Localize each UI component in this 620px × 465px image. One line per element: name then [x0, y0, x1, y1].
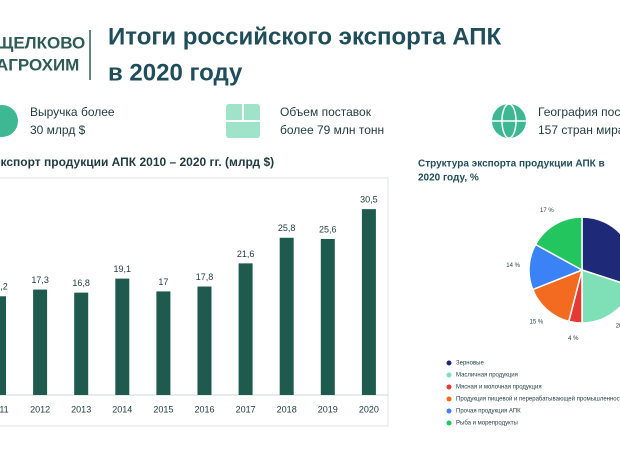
logo-line: ЩЕЛКОВО — [0, 33, 85, 52]
x-tick-label: 2013 — [71, 404, 91, 414]
x-tick-label: 2019 — [318, 404, 338, 414]
legend-label: Прочая продукция АПК — [456, 409, 521, 415]
x-tick-label: 2015 — [153, 404, 173, 414]
legend-label: Мясная и молочная продукция — [456, 385, 542, 391]
pie-title: Структура экспорта продукции АПК в — [418, 159, 605, 170]
title-line: в 2020 году — [108, 59, 243, 86]
bar-value-label: 17 — [158, 277, 168, 287]
bar — [238, 263, 253, 395]
bar-chart-title: Экспорт продукции АПК 2010 – 2020 гг. (м… — [0, 155, 274, 169]
pie-value-label: 17 % — [540, 208, 554, 214]
bar-value-label: 16,8 — [72, 278, 90, 288]
x-tick-label: 2018 — [277, 404, 297, 414]
pie-value-label: 4 % — [568, 336, 579, 342]
pie-value-label: 20 % — [616, 323, 620, 329]
bar — [0, 296, 6, 395]
legend-swatch — [446, 372, 452, 378]
x-tick-label: 2017 — [236, 404, 256, 414]
pie-slice — [534, 216, 583, 272]
kpi-label: География поставок — [538, 105, 620, 119]
legend-label: Продукция пищевой и перерабатывающей про… — [456, 396, 620, 403]
bar — [156, 291, 171, 395]
pie-slice — [531, 268, 584, 323]
legend-swatch — [446, 396, 452, 402]
bar-value-label: 30,5 — [360, 195, 378, 205]
kpi-value: 30 млрд $ — [30, 123, 86, 137]
logo-line: АГРОХИМ — [0, 55, 79, 74]
legend-swatch — [446, 420, 452, 426]
legend-swatch — [446, 408, 452, 414]
x-tick-label: 2016 — [194, 404, 214, 414]
x-tick-label: 2020 — [359, 404, 379, 414]
pie-slice — [581, 216, 620, 284]
bar-value-label: 21,6 — [237, 249, 255, 259]
bar-value-label: 25,8 — [278, 223, 296, 233]
bar-value-label: 17,3 — [31, 275, 49, 285]
bar-value-label: 19,1 — [114, 264, 132, 274]
bar — [320, 239, 335, 395]
kpi-label: Выручка более — [30, 105, 115, 119]
kpi-value: 157 стран мира — [538, 123, 620, 137]
legend-swatch — [446, 384, 452, 390]
legend-label: Масличная продукция — [456, 373, 518, 379]
bar — [361, 209, 376, 395]
title-line: Итоги российского экспорта АПК — [108, 23, 502, 50]
kpi-icon — [0, 105, 18, 137]
legend-label: Рыба и морепродукты — [456, 421, 518, 427]
bar — [115, 278, 130, 395]
x-tick-label: 2011 — [0, 404, 9, 414]
bar — [74, 292, 89, 395]
pie-slice — [581, 268, 620, 324]
x-tick-label: 2012 — [30, 404, 50, 414]
kpi-value: более 79 млн тонн — [280, 123, 384, 137]
pie-value-label: 15 % — [530, 319, 544, 325]
legend-label: Зерновые — [456, 361, 484, 367]
chart-frame — [0, 177, 389, 427]
kpi-label: Объем поставок — [280, 105, 372, 119]
pie-value-label: 14 % — [506, 263, 520, 269]
bar-value-label: 25,6 — [319, 224, 337, 234]
bar — [33, 289, 48, 395]
bar-value-label: 16,2 — [0, 282, 8, 292]
bar — [279, 237, 294, 395]
x-tick-label: 2014 — [112, 404, 132, 414]
bar-value-label: 17,8 — [196, 272, 214, 282]
legend-swatch — [446, 360, 452, 366]
pie-title: 2020 году, % — [418, 173, 479, 184]
bar — [197, 286, 212, 395]
